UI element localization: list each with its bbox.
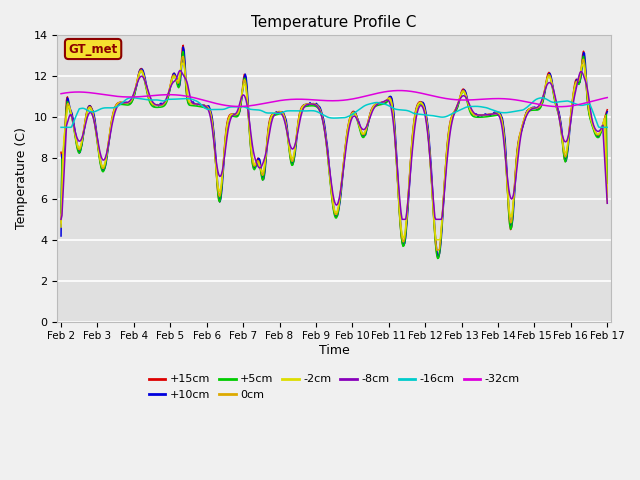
-32cm <box>423 92 431 97</box>
+5cm <box>179 48 187 54</box>
+10cm <box>154 102 161 108</box>
-32cm <box>304 96 312 102</box>
Line: -16cm: -16cm <box>61 98 607 127</box>
+5cm <box>380 101 388 107</box>
Legend: +15cm, +10cm, +5cm, 0cm, -2cm, -8cm, -16cm, -32cm: +15cm, +10cm, +5cm, 0cm, -2cm, -8cm, -16… <box>144 370 524 405</box>
Text: GT_met: GT_met <box>68 43 118 56</box>
-2cm <box>604 200 611 206</box>
-2cm <box>423 120 431 126</box>
+10cm <box>470 111 478 117</box>
-32cm <box>396 88 403 94</box>
Line: +5cm: +5cm <box>61 51 607 258</box>
+5cm <box>423 120 431 125</box>
-8cm <box>198 102 206 108</box>
Line: +15cm: +15cm <box>61 45 607 258</box>
+5cm <box>154 105 161 110</box>
-32cm <box>154 92 161 98</box>
-2cm <box>57 224 65 230</box>
-8cm <box>423 122 431 128</box>
0cm <box>380 99 388 105</box>
+10cm <box>423 115 431 120</box>
+10cm <box>198 102 206 108</box>
-32cm <box>379 89 387 95</box>
-2cm <box>179 60 186 66</box>
-32cm <box>57 91 65 96</box>
0cm <box>198 102 206 108</box>
0cm <box>433 247 440 253</box>
+5cm <box>305 103 313 109</box>
-32cm <box>556 104 564 109</box>
+5cm <box>198 104 206 110</box>
-2cm <box>470 111 478 117</box>
-8cm <box>177 68 184 73</box>
-16cm <box>129 95 136 101</box>
-16cm <box>57 124 65 130</box>
+15cm <box>154 102 161 108</box>
-16cm <box>423 112 431 118</box>
Y-axis label: Temperature (C): Temperature (C) <box>15 128 28 229</box>
-16cm <box>305 108 313 114</box>
0cm <box>604 193 611 199</box>
+10cm <box>305 101 313 107</box>
Line: 0cm: 0cm <box>61 57 607 250</box>
-16cm <box>469 104 477 109</box>
-16cm <box>604 124 611 130</box>
-16cm <box>155 97 163 103</box>
+5cm <box>434 255 442 261</box>
-2cm <box>198 102 206 108</box>
0cm <box>423 119 431 124</box>
-8cm <box>305 101 313 107</box>
+15cm <box>604 107 611 113</box>
X-axis label: Time: Time <box>319 344 349 357</box>
0cm <box>57 220 65 226</box>
-2cm <box>380 99 388 105</box>
-16cm <box>198 103 206 109</box>
+10cm <box>604 109 611 115</box>
+10cm <box>435 254 442 260</box>
-8cm <box>154 102 161 108</box>
+5cm <box>604 180 611 186</box>
-16cm <box>380 101 388 107</box>
-32cm <box>604 95 611 100</box>
Line: -32cm: -32cm <box>61 91 607 107</box>
-2cm <box>305 101 313 107</box>
-8cm <box>57 216 65 222</box>
+10cm <box>57 233 65 239</box>
+10cm <box>179 44 187 50</box>
+10cm <box>380 100 388 106</box>
Line: -8cm: -8cm <box>61 71 607 219</box>
0cm <box>179 54 187 60</box>
+15cm <box>198 102 206 108</box>
0cm <box>305 101 313 107</box>
+5cm <box>470 114 478 120</box>
-8cm <box>604 201 611 206</box>
Title: Temperature Profile C: Temperature Profile C <box>252 15 417 30</box>
+15cm <box>380 99 388 105</box>
Line: -2cm: -2cm <box>61 63 607 240</box>
-8cm <box>380 99 388 105</box>
+15cm <box>179 42 187 48</box>
-32cm <box>469 97 477 103</box>
+15cm <box>57 149 65 155</box>
+15cm <box>470 112 478 118</box>
Line: +10cm: +10cm <box>61 47 607 257</box>
-32cm <box>198 96 205 102</box>
+15cm <box>423 117 431 122</box>
0cm <box>470 112 478 118</box>
-8cm <box>469 109 477 115</box>
-2cm <box>154 102 161 108</box>
+15cm <box>305 101 313 107</box>
+15cm <box>434 255 442 261</box>
-2cm <box>432 237 440 243</box>
+5cm <box>57 210 65 216</box>
0cm <box>154 102 161 108</box>
